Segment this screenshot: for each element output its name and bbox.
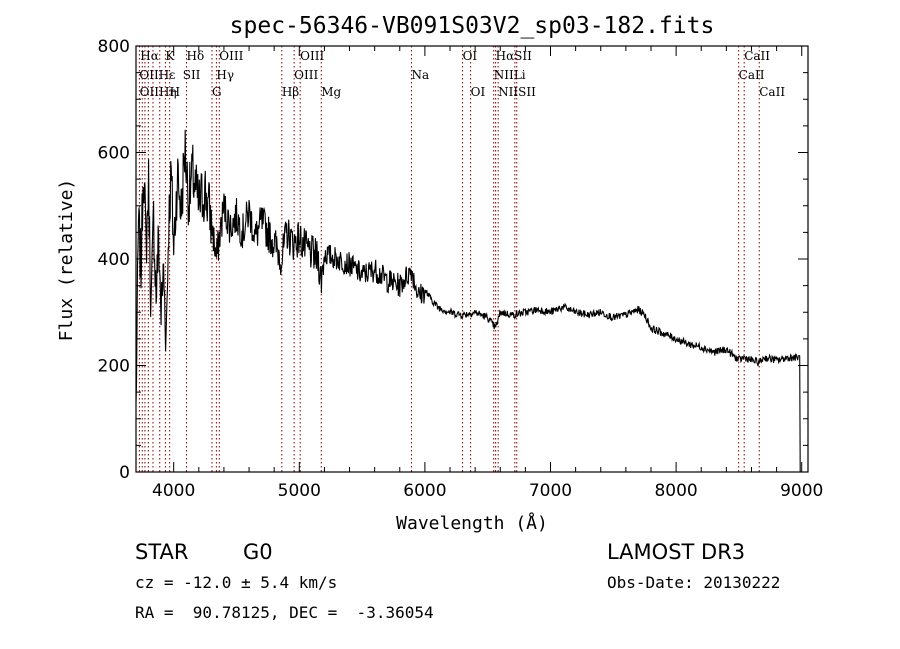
spectral-line-label: SII	[183, 68, 201, 82]
spectral-line-label: G	[212, 85, 222, 99]
spectral-line-label: OI	[463, 49, 478, 63]
y-tick-label: 600	[98, 144, 130, 164]
object-type: STAR	[135, 540, 189, 564]
spectral-line-label: OIII	[219, 49, 243, 63]
spectral-line-label: Hδ	[186, 49, 204, 63]
spectral-line-label: OIIHη	[140, 85, 177, 99]
spectral-line-label: HαSII	[496, 49, 533, 63]
spectral-line-label: H	[170, 85, 180, 99]
redshift-cz: cz = -12.0 ± 5.4 km/s	[135, 573, 338, 592]
spectral-line-label: Hγ	[216, 68, 234, 82]
spectral-line-label: CaII	[759, 85, 785, 99]
plot-frame	[135, 45, 809, 473]
y-tick-label: 0	[119, 463, 130, 483]
spectral-line-label: OIII	[300, 49, 324, 63]
x-tick-label: 7000	[529, 481, 572, 501]
spectrum-series-line	[135, 129, 802, 473]
spectral-line-label: NIISII	[498, 85, 536, 99]
y-axis-label: Flux (relative)	[56, 179, 77, 342]
x-tick-label: 4000	[152, 481, 195, 501]
x-tick-label: 5000	[278, 481, 321, 501]
spectral-line-label: Na	[411, 68, 429, 82]
spectral-line-label: Hα	[140, 49, 159, 63]
y-tick-label: 400	[98, 250, 130, 270]
x-tick-label: 8000	[654, 481, 697, 501]
y-tick-label: 800	[98, 37, 130, 57]
spectral-line-label: K	[165, 49, 175, 63]
x-tick-label: 6000	[403, 481, 446, 501]
spectral-line-markers	[138, 46, 760, 472]
survey-name: LAMOST DR3	[607, 540, 746, 564]
y-tick-label: 200	[98, 357, 130, 377]
spectral-line-label: CaII	[744, 49, 770, 63]
spectral-line-label: OI	[471, 85, 486, 99]
spectral-line-label: Hβ	[282, 85, 299, 99]
spectral-line-label: OIIHε	[139, 68, 175, 82]
coordinates: RA = 90.78125, DEC = -3.36054	[135, 603, 434, 622]
spectral-line-label: CaII	[739, 68, 765, 82]
spectral-subclass: G0	[243, 540, 273, 564]
spectral-line-labels: Hα K Hδ OIII OIII OI HαSII CaII OIIHε SII Hγ OIII Na…	[139, 49, 785, 99]
spectral-line-label: NII	[494, 68, 514, 82]
x-axis-ticks: 4000 5000 6000 7000 8000 9000	[152, 46, 823, 501]
chart-title: spec-56346-VB091S03V2_sp03-182.fits	[230, 13, 715, 39]
observation-date: Obs-Date: 20130222	[607, 573, 781, 592]
spectral-line-label: OIII	[294, 68, 318, 82]
spectral-line-label: Li	[514, 68, 526, 82]
y-axis-ticks: 0 200 400 600 800	[98, 37, 808, 483]
spectral-line-label: Mg	[321, 85, 341, 99]
x-axis-label: Wavelength (Å)	[396, 512, 548, 534]
x-tick-label: 9000	[780, 481, 823, 501]
